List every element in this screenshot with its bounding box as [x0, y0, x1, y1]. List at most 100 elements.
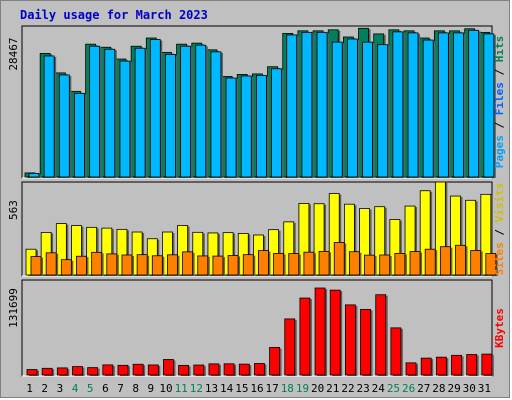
- bar-kbytes-12: [193, 364, 205, 376]
- bar-sites-16: [258, 250, 269, 276]
- bar-files-4: [74, 93, 85, 178]
- bar-sites-10: [167, 254, 178, 276]
- panel-2-legend: Sites / Visits: [493, 183, 506, 276]
- panel-1-legend: Pages / Files / Hits: [493, 36, 506, 169]
- bar-sites-9: [151, 255, 163, 276]
- bar-kbytes-7: [117, 364, 129, 376]
- legend-visits: Visits: [493, 183, 506, 223]
- x-tick-label-20: 20: [311, 382, 324, 395]
- x-tick-label-19: 19: [296, 382, 309, 395]
- bar-sites-17: [273, 253, 284, 276]
- bar-files-24: [377, 44, 389, 178]
- bar-files-11: [180, 45, 192, 178]
- bar-sites-14: [227, 255, 239, 276]
- chart-title: Daily usage for March 2023: [20, 8, 208, 22]
- panel-3-frame: [21, 279, 493, 377]
- bar-files-3: [58, 74, 70, 178]
- bar-sites-18: [288, 253, 300, 276]
- bar-sites-6: [106, 253, 118, 276]
- x-tick-label-10: 10: [159, 382, 172, 395]
- bar-files-30: [468, 29, 480, 178]
- bar-kbytes-2: [41, 367, 53, 376]
- x-tick-label-30: 30: [463, 382, 476, 395]
- bar-kbytes-14: [223, 363, 235, 376]
- legend-separator: /: [493, 62, 506, 82]
- bar-kbytes-26: [405, 362, 417, 376]
- x-tick-label-18: 18: [281, 382, 294, 395]
- bar-kbytes-10: [163, 359, 174, 376]
- x-tick-label-25: 25: [387, 382, 400, 395]
- legend-pages: Pages: [493, 135, 506, 168]
- bar-kbytes-13: [208, 363, 220, 376]
- bar-kbytes-6: [102, 364, 114, 376]
- bar-sites-28: [439, 246, 451, 276]
- bar-kbytes-20: [314, 287, 326, 376]
- x-tick-label-6: 6: [102, 382, 109, 395]
- bar-sites-3: [60, 259, 72, 276]
- bar-kbytes-8: [132, 363, 144, 376]
- x-tick-label-28: 28: [432, 382, 445, 395]
- legend-separator: /: [493, 222, 506, 242]
- x-tick-label-31: 31: [478, 382, 491, 395]
- bar-files-1: [28, 173, 40, 178]
- x-tick-label-7: 7: [117, 382, 124, 395]
- bar-kbytes-16: [254, 363, 265, 376]
- bar-sites-24: [379, 254, 391, 276]
- panel-3-ymax-label: 131699: [7, 288, 20, 328]
- bar-kbytes-1: [26, 369, 38, 376]
- bar-kbytes-17: [269, 347, 280, 376]
- bar-kbytes-25: [390, 327, 402, 376]
- bar-kbytes-31: [481, 353, 493, 376]
- bar-files-19: [301, 31, 313, 178]
- bar-files-8: [134, 47, 146, 178]
- bar-sites-22: [348, 251, 360, 276]
- x-tick-label-11: 11: [175, 382, 188, 395]
- bar-files-23: [362, 41, 373, 178]
- bar-files-20: [316, 31, 328, 178]
- bar-files-9: [149, 39, 161, 178]
- bar-files-5: [89, 45, 101, 178]
- bar-files-17: [271, 68, 282, 178]
- bar-files-18: [286, 34, 298, 178]
- x-tick-label-13: 13: [205, 382, 218, 395]
- x-tick-label-23: 23: [357, 382, 370, 395]
- legend-sites: Sites: [493, 242, 506, 275]
- x-tick-label-27: 27: [417, 382, 430, 395]
- bar-sites-27: [424, 248, 436, 276]
- bar-sites-31: [485, 253, 497, 276]
- bar-files-21: [331, 41, 343, 178]
- bar-files-22: [346, 38, 358, 178]
- bar-sites-30: [470, 250, 482, 276]
- bar-sites-11: [182, 251, 194, 276]
- bar-files-13: [210, 51, 222, 178]
- x-tick-label-22: 22: [341, 382, 354, 395]
- x-tick-label-26: 26: [402, 382, 415, 395]
- bar-kbytes-9: [147, 364, 159, 376]
- bar-files-6: [104, 48, 116, 178]
- bar-kbytes-29: [451, 354, 462, 376]
- bar-sites-13: [212, 255, 224, 276]
- bar-files-10: [165, 54, 176, 178]
- panel-1-ymax-label: 28467: [7, 37, 20, 70]
- bar-kbytes-21: [329, 289, 341, 376]
- bar-files-31: [483, 33, 495, 178]
- bar-kbytes-28: [435, 356, 447, 376]
- bar-kbytes-23: [360, 308, 371, 376]
- bar-sites-5: [91, 251, 103, 276]
- panel-3-legend: KBytes: [493, 308, 506, 348]
- x-tick-label-2: 2: [41, 382, 48, 395]
- x-tick-label-12: 12: [190, 382, 203, 395]
- bar-sites-25: [394, 253, 406, 276]
- bar-kbytes-3: [56, 367, 68, 376]
- x-tick-label-24: 24: [372, 382, 386, 395]
- bar-kbytes-15: [238, 363, 250, 376]
- bar-sites-2: [45, 252, 57, 276]
- x-tick-label-15: 15: [235, 382, 248, 395]
- bar-files-14: [225, 77, 237, 178]
- bar-files-7: [119, 60, 131, 178]
- bar-files-2: [43, 55, 55, 178]
- bar-sites-29: [455, 244, 466, 276]
- bar-sites-19: [303, 251, 315, 276]
- x-tick-label-14: 14: [220, 382, 234, 395]
